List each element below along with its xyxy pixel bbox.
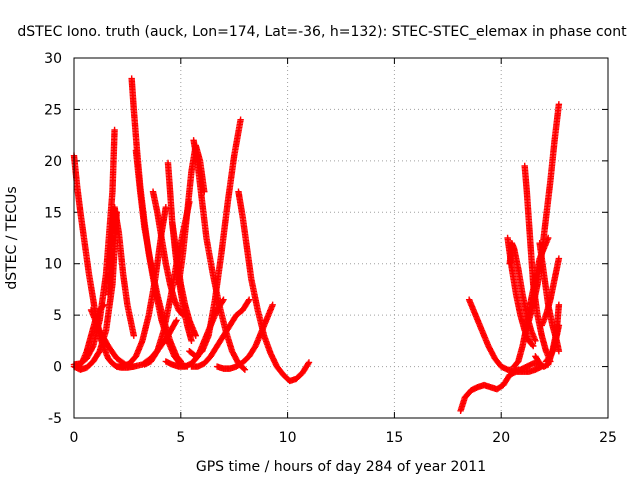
series-23-marks [504, 234, 537, 350]
data-point [237, 116, 244, 123]
series-31-marks [542, 322, 563, 365]
mark-layer [70, 75, 563, 414]
data-point [530, 342, 537, 350]
y-tick-label: 15 [44, 205, 62, 221]
y-tick-label: 20 [44, 154, 62, 170]
x-tick-label: 5 [176, 430, 185, 446]
data-point [305, 359, 313, 366]
tick-label-layer: 0 5 10 15 20 25 -5 0 5 10 15 20 25 30 [44, 51, 617, 446]
y-tick-label: 5 [53, 308, 62, 324]
data-point [100, 301, 108, 309]
series-17-marks [186, 116, 244, 360]
data-point [245, 297, 252, 305]
data-point [130, 332, 138, 339]
y-tick-label: 10 [44, 257, 62, 273]
data-point [304, 360, 312, 367]
series-30-marks [538, 255, 563, 329]
x-axis-label: GPS time / hours of day 284 of year 2011 [196, 459, 486, 475]
data-point [555, 322, 563, 329]
data-point [555, 101, 563, 108]
data-point [162, 203, 170, 211]
series-19-marks [235, 188, 313, 385]
x-tick-label: 15 [385, 430, 403, 446]
y-tick-label: 0 [53, 360, 62, 376]
x-tick-label: 20 [492, 430, 510, 446]
plot-frame [73, 57, 609, 419]
data-point [111, 126, 118, 134]
data-point [269, 301, 276, 309]
data-point [188, 337, 195, 345]
data-point [172, 318, 180, 325]
data-point [532, 337, 539, 345]
data-point [241, 366, 249, 373]
data-point [240, 365, 248, 372]
series-20-marks [213, 301, 276, 372]
y-tick-label: -5 [48, 411, 62, 427]
data-point [555, 255, 563, 262]
y-tick-label: 25 [44, 102, 62, 118]
data-point [219, 297, 226, 305]
data-point [245, 296, 253, 303]
data-point [99, 302, 107, 310]
series-18-marks [188, 296, 253, 370]
series-12-marks [149, 188, 187, 319]
data-point [529, 341, 536, 349]
chart-title: dSTEC Iono. truth (auck, Lon=174, Lat=-3… [17, 24, 627, 40]
series-9-marks [132, 147, 184, 365]
y-axis-label: dSTEC / TECUs [4, 186, 20, 289]
data-point [555, 301, 563, 309]
data-point [555, 347, 563, 355]
x-tick-label: 25 [599, 430, 617, 446]
x-tick-label: 10 [279, 430, 297, 446]
data-point [173, 317, 180, 324]
series-22-marks [465, 296, 548, 374]
data-point [178, 310, 186, 318]
data-point [176, 357, 184, 364]
data-point [192, 332, 199, 339]
x-tick-label: 0 [70, 430, 79, 446]
y-tick-label: 30 [44, 51, 62, 67]
